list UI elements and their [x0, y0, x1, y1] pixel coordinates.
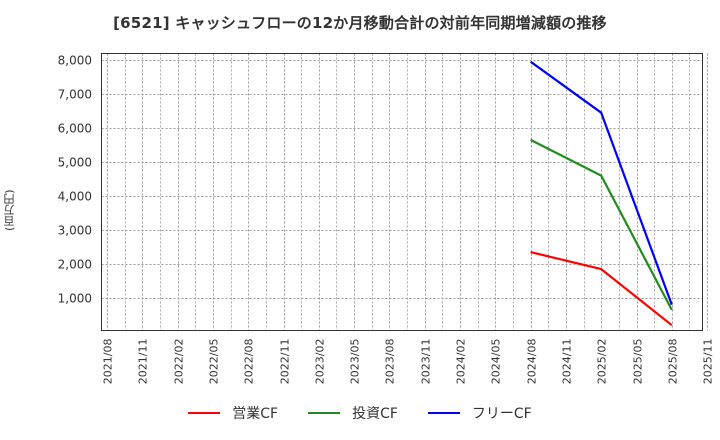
x-tick-label: 2021/11 — [137, 339, 150, 385]
x-tick-label: 2024/11 — [561, 339, 574, 385]
x-tick-label: 2024/02 — [455, 339, 468, 385]
legend: 営業CF 投資CF フリーCF — [0, 403, 720, 423]
grid-lines — [101, 53, 708, 331]
legend-swatch-operating — [188, 412, 221, 414]
y-tick-label: 6,000 — [58, 122, 92, 136]
x-tick-label: 2023/05 — [349, 339, 362, 385]
y-tick-label: 8,000 — [58, 54, 92, 68]
series-line — [530, 251, 673, 327]
x-tick-label: 2023/11 — [420, 339, 433, 385]
x-tick-label: 2023/08 — [384, 339, 397, 385]
x-tick-label: 2022/02 — [173, 339, 186, 385]
y-tick-label: 2,000 — [58, 258, 92, 272]
x-tick-label: 2025/08 — [667, 339, 680, 385]
legend-swatch-investing — [308, 412, 341, 414]
x-tick-label: 2024/08 — [526, 339, 539, 385]
x-tick-label: 2025/02 — [596, 339, 609, 385]
x-tick-label: 2022/05 — [208, 339, 221, 385]
chart-title: [6521] キャッシュフローの12か月移動合計の対前年同期増減額の推移 — [113, 14, 607, 32]
x-tick-label: 2021/08 — [102, 339, 115, 385]
series-line — [530, 138, 673, 311]
x-tick-label: 2025/11 — [702, 339, 715, 385]
legend-swatch-free — [427, 412, 460, 414]
x-tick-label: 2024/05 — [490, 339, 503, 385]
legend-label-investing: 投資CF — [352, 406, 398, 422]
plot-area-border — [101, 53, 703, 331]
series-line — [529, 60, 673, 306]
y-tick-label: 7,000 — [58, 88, 92, 102]
x-tick-label: 2022/08 — [243, 339, 256, 385]
y-tick-label: 3,000 — [58, 224, 92, 238]
y-tick-label: 4,000 — [58, 190, 92, 204]
legend-label-operating: 営業CF — [232, 406, 279, 422]
y-tick-label: 1,000 — [58, 292, 92, 306]
x-tick-label: 2023/02 — [314, 339, 327, 385]
legend-label-free: フリーCF — [471, 406, 532, 422]
y-axis-ticks: 1,000 2,000 3,000 4,000 5,000 6,000 7,000 8,000 — [58, 54, 92, 306]
series-lines — [529, 60, 673, 327]
legend-item-operating-cf: 営業CF — [188, 403, 278, 423]
legend-item-investing-cf: 投資CF — [308, 403, 398, 423]
x-axis-ticks: 2021/08 2021/11 2022/02 2022/05 2022/08 2022/… — [102, 339, 715, 385]
x-tick-label: 2022/11 — [279, 339, 292, 385]
x-tick-label: 2025/05 — [632, 339, 645, 385]
legend-item-free-cf: フリーCF — [427, 403, 532, 423]
y-tick-label: 5,000 — [58, 156, 92, 170]
